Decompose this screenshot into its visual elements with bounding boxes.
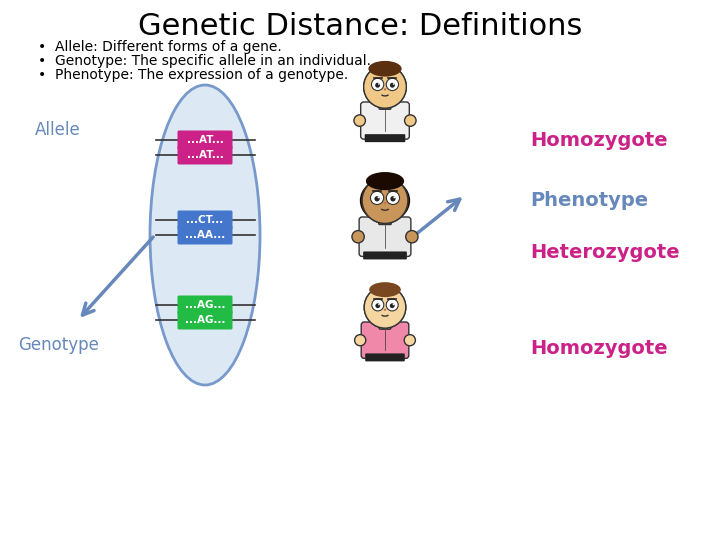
Text: ...AG...: ...AG... <box>185 300 225 310</box>
Text: Heterozygote: Heterozygote <box>530 242 680 261</box>
FancyBboxPatch shape <box>361 102 409 139</box>
Circle shape <box>364 65 406 108</box>
Circle shape <box>354 115 366 126</box>
Text: ...AG...: ...AG... <box>185 315 225 325</box>
FancyBboxPatch shape <box>379 319 391 329</box>
Circle shape <box>372 78 384 91</box>
Circle shape <box>375 303 380 308</box>
Ellipse shape <box>369 61 402 77</box>
Text: ...AA...: ...AA... <box>185 230 225 240</box>
Circle shape <box>364 287 406 328</box>
Ellipse shape <box>360 178 410 222</box>
Text: Genetic Distance: Definitions: Genetic Distance: Definitions <box>138 12 582 41</box>
Ellipse shape <box>364 289 406 326</box>
Circle shape <box>406 231 418 243</box>
Text: Allele: Allele <box>35 121 81 139</box>
Circle shape <box>386 299 398 311</box>
Circle shape <box>386 78 399 91</box>
Text: •  Genotype: The specific allele in an individual.: • Genotype: The specific allele in an in… <box>38 54 371 68</box>
Text: Homozygote: Homozygote <box>530 339 667 357</box>
Text: •  Allele: Different forms of a gene.: • Allele: Different forms of a gene. <box>38 40 282 54</box>
Circle shape <box>354 335 366 346</box>
Ellipse shape <box>369 282 401 297</box>
Circle shape <box>390 196 395 201</box>
Circle shape <box>378 303 380 305</box>
Circle shape <box>375 83 380 87</box>
Circle shape <box>362 178 408 224</box>
FancyBboxPatch shape <box>178 145 233 165</box>
Circle shape <box>377 197 379 198</box>
FancyBboxPatch shape <box>365 353 405 361</box>
FancyBboxPatch shape <box>379 214 391 225</box>
Circle shape <box>390 83 395 87</box>
FancyBboxPatch shape <box>365 134 405 142</box>
Text: ...CT...: ...CT... <box>186 215 224 225</box>
FancyBboxPatch shape <box>359 217 411 256</box>
Circle shape <box>393 197 395 198</box>
Ellipse shape <box>150 85 260 385</box>
Text: •  Phenotype: The expression of a genotype.: • Phenotype: The expression of a genotyp… <box>38 68 348 82</box>
Circle shape <box>371 191 384 205</box>
Circle shape <box>393 83 395 85</box>
FancyBboxPatch shape <box>178 131 233 150</box>
Circle shape <box>390 303 395 308</box>
Circle shape <box>364 65 406 108</box>
FancyBboxPatch shape <box>178 295 233 314</box>
Circle shape <box>364 287 406 328</box>
Text: Genotype: Genotype <box>18 336 99 354</box>
Circle shape <box>392 303 395 305</box>
Text: ...AT...: ...AT... <box>186 150 223 160</box>
Text: Homozygote: Homozygote <box>530 131 667 150</box>
Ellipse shape <box>363 68 407 106</box>
FancyBboxPatch shape <box>178 226 233 245</box>
Circle shape <box>384 308 386 311</box>
Circle shape <box>404 335 415 346</box>
Circle shape <box>405 115 416 126</box>
FancyBboxPatch shape <box>178 310 233 329</box>
FancyBboxPatch shape <box>361 322 409 359</box>
Circle shape <box>362 178 408 224</box>
Circle shape <box>378 83 379 85</box>
Circle shape <box>372 299 384 311</box>
FancyBboxPatch shape <box>379 99 391 109</box>
Circle shape <box>384 202 387 205</box>
FancyBboxPatch shape <box>178 211 233 229</box>
Ellipse shape <box>366 172 404 190</box>
Circle shape <box>352 231 364 243</box>
Text: Phenotype: Phenotype <box>530 191 648 210</box>
Circle shape <box>387 191 400 205</box>
Circle shape <box>384 88 386 91</box>
Text: ...AT...: ...AT... <box>186 135 223 145</box>
Circle shape <box>374 196 379 201</box>
FancyBboxPatch shape <box>363 252 407 259</box>
